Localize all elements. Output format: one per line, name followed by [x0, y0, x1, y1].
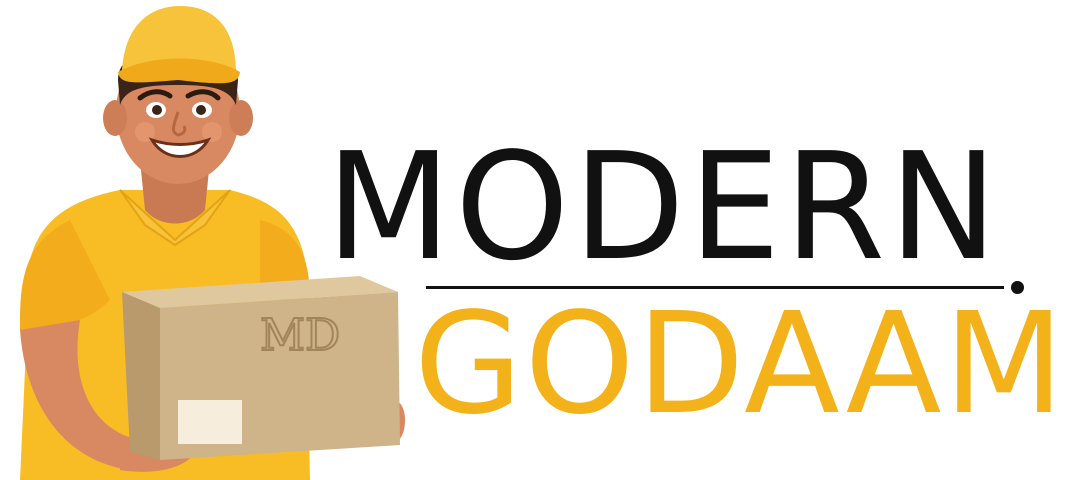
right-cheek-shape: [202, 122, 222, 142]
smile-shape: [148, 137, 212, 158]
left-cheek-shape: [135, 122, 155, 142]
left-pupil-shape: [152, 105, 162, 115]
right-pupil-shape: [196, 105, 206, 115]
brand-line-bottom: GODAAM: [414, 295, 1064, 435]
cap-crown-shape: [122, 6, 236, 70]
delivery-man-icon: MD: [20, 6, 406, 480]
collar-shape: [119, 189, 231, 247]
brand-name-modern: MODERN: [326, 121, 1002, 293]
left-ear-shape: [103, 100, 127, 136]
box-top-shape: [122, 276, 398, 308]
nose-shape: [171, 111, 187, 137]
left-eyebrow-shape: [137, 89, 173, 101]
brand-name-godaam: GODAAM: [414, 283, 1067, 446]
brand-line-top: MODERN: [326, 132, 1026, 282]
box-monogram: MD: [260, 310, 340, 361]
right-ear-shape: [229, 100, 253, 136]
divider-dot: [1011, 281, 1024, 294]
cardboard-box-icon: MD: [122, 276, 400, 460]
cap-brim-shape: [118, 58, 240, 84]
divider-line: [426, 286, 1004, 289]
left-arm-shape: [20, 320, 140, 470]
right-eyebrow-shape: [185, 89, 221, 101]
right-sleeve-shape: [260, 220, 310, 300]
left-sleeve-shape: [20, 220, 110, 330]
box-front-shape: [122, 292, 160, 460]
box-label-shape: [178, 400, 242, 444]
